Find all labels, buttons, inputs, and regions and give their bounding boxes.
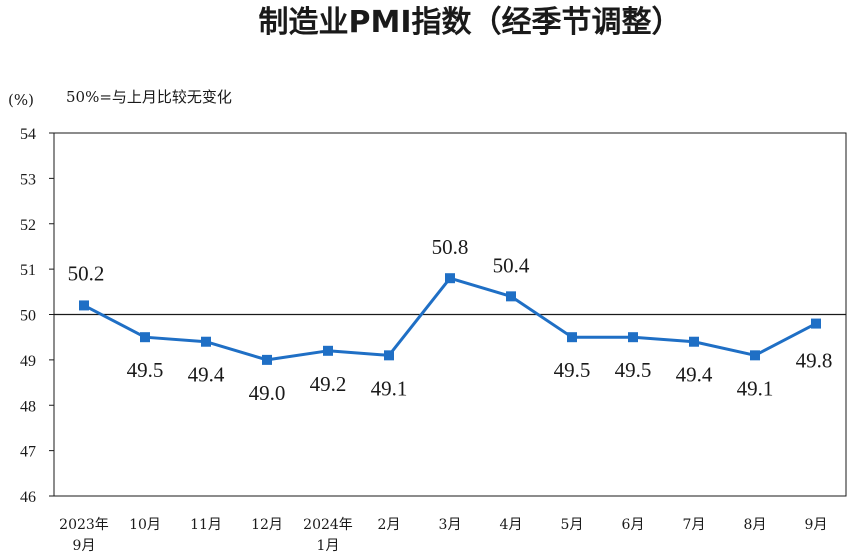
data-label: 49.4 — [188, 363, 225, 387]
y-tick-label: 49 — [20, 353, 36, 370]
data-point-marker — [567, 332, 577, 343]
data-label: 49.5 — [615, 358, 652, 382]
data-point-marker — [262, 354, 272, 365]
y-tick-label: 47 — [20, 444, 36, 461]
data-label: 49.8 — [796, 349, 833, 373]
series-pmi — [79, 273, 821, 365]
x-tick-label: 7月 — [683, 517, 706, 533]
x-tick-label-line: 7月 — [683, 517, 706, 533]
x-tick-label-line: 4月 — [500, 517, 523, 533]
data-label: 49.1 — [737, 376, 774, 400]
data-label: 49.1 — [371, 376, 408, 400]
data-point-marker — [323, 345, 333, 356]
x-tick-label: 6月 — [622, 517, 645, 533]
data-point-marker — [811, 318, 821, 329]
data-label: 50.8 — [432, 235, 469, 259]
y-tick-label: 46 — [20, 489, 36, 506]
chart-title: 制造业PMI指数（经季节调整） — [258, 5, 681, 40]
x-tick-label: 4月 — [500, 517, 523, 533]
y-tick-label: 51 — [20, 262, 36, 279]
x-tick-label-line: 8月 — [744, 517, 767, 533]
x-tick-label-line: 5月 — [561, 517, 584, 533]
x-tick-label-line: 1月 — [317, 538, 340, 554]
x-tick-label-line: 12月 — [251, 517, 283, 533]
x-tick-label: 2024年 1月 — [303, 517, 353, 554]
y-unit-label: (%) — [8, 91, 34, 109]
x-tick-label: 9月 — [805, 517, 828, 533]
x-tick-label: 3月 — [439, 517, 462, 533]
x-tick-label-line: 9月 — [73, 538, 96, 554]
y-axis: 46 47 48 49 50 51 52 53 54 — [20, 126, 54, 506]
data-label: 50.2 — [68, 261, 105, 285]
data-label: 49.5 — [554, 358, 591, 382]
baseline-note: 50%=与上月比较无变化 — [66, 88, 232, 106]
data-label: 49.4 — [676, 363, 713, 387]
data-labels: 50.2 49.5 49.4 49.0 49.2 49.1 50.8 50.4 49.5 49.5… — [68, 235, 833, 405]
x-tick-label-line: 6月 — [622, 517, 645, 533]
data-point-marker — [201, 336, 211, 347]
y-tick-label: 54 — [20, 126, 36, 143]
x-axis: 2023年 9月 10月 11月 12月 2024年 1月 2月 3月 4月 5月 6月 7月 8月 9月 — [59, 517, 827, 554]
x-tick-label-line: 9月 — [805, 517, 828, 533]
data-label: 49.2 — [310, 372, 347, 396]
x-tick-label: 12月 — [251, 517, 283, 533]
x-tick-label: 2023年 9月 — [59, 517, 109, 554]
data-point-marker — [689, 336, 699, 347]
data-label: 49.0 — [249, 381, 286, 405]
y-tick-label: 53 — [20, 171, 36, 188]
data-point-marker — [750, 350, 760, 361]
x-tick-label-line: 10月 — [129, 517, 161, 533]
data-label: 50.4 — [493, 253, 530, 277]
x-tick-label-line: 3月 — [439, 517, 462, 533]
x-tick-label: 8月 — [744, 517, 767, 533]
x-tick-label-line: 2024年 — [303, 517, 353, 533]
data-point-marker — [506, 291, 516, 302]
data-point-marker — [140, 332, 150, 343]
data-point-marker — [79, 300, 89, 311]
series-line — [83, 276, 817, 362]
x-tick-label: 10月 — [129, 517, 161, 533]
x-tick-label: 2月 — [378, 517, 401, 533]
y-tick-label: 50 — [20, 308, 36, 325]
data-point-marker — [384, 350, 394, 361]
x-tick-label: 5月 — [561, 517, 584, 533]
x-tick-label-line: 11月 — [190, 517, 222, 533]
data-point-marker — [445, 273, 455, 284]
y-tick-label: 48 — [20, 398, 36, 415]
x-tick-label-line: 2月 — [378, 517, 401, 533]
data-label: 49.5 — [127, 358, 164, 382]
y-tick-label: 52 — [20, 217, 36, 234]
data-point-marker — [628, 332, 638, 343]
x-tick-label: 11月 — [190, 517, 222, 533]
x-tick-label-line: 2023年 — [59, 517, 109, 533]
